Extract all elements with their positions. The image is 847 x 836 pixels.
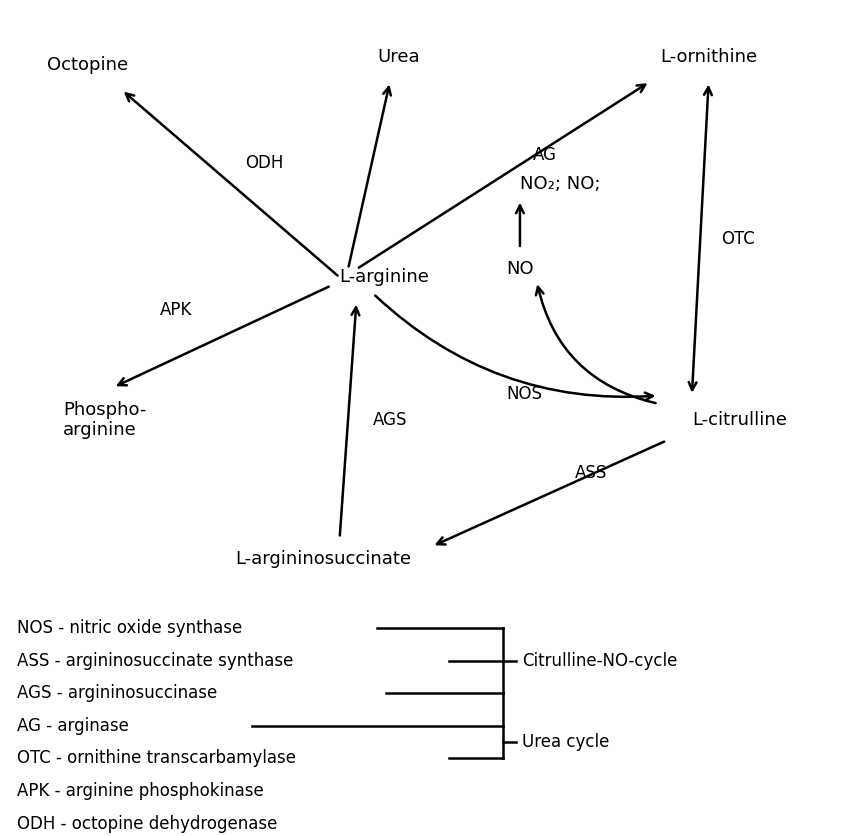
Text: NO: NO bbox=[507, 260, 534, 278]
Text: Phospho-
arginine: Phospho- arginine bbox=[63, 400, 147, 440]
Text: ODH - octopine dehydrogenase: ODH - octopine dehydrogenase bbox=[17, 815, 277, 833]
Text: OTC: OTC bbox=[721, 230, 755, 247]
Text: NO₂; NO;: NO₂; NO; bbox=[520, 175, 601, 192]
FancyArrowPatch shape bbox=[536, 287, 656, 403]
Text: AGS - argininosuccinase: AGS - argininosuccinase bbox=[17, 684, 217, 702]
Text: ASS: ASS bbox=[575, 464, 607, 482]
Text: L-ornithine: L-ornithine bbox=[660, 48, 757, 66]
Text: L-arginine: L-arginine bbox=[340, 268, 429, 287]
Text: AG - arginase: AG - arginase bbox=[17, 716, 129, 735]
Text: AGS: AGS bbox=[373, 411, 407, 429]
Text: Urea cycle: Urea cycle bbox=[523, 733, 610, 752]
Text: Citrulline-NO-cycle: Citrulline-NO-cycle bbox=[523, 651, 678, 670]
Text: NOS - nitric oxide synthase: NOS - nitric oxide synthase bbox=[17, 619, 242, 637]
Text: OTC - ornithine transcarbamylase: OTC - ornithine transcarbamylase bbox=[17, 749, 296, 767]
Text: APK: APK bbox=[160, 301, 192, 319]
Text: L-argininosuccinate: L-argininosuccinate bbox=[235, 550, 411, 568]
Text: NOS: NOS bbox=[507, 385, 542, 403]
Text: ASS - argininosuccinate synthase: ASS - argininosuccinate synthase bbox=[17, 651, 293, 670]
Text: Urea: Urea bbox=[377, 48, 419, 66]
Text: ODH: ODH bbox=[245, 154, 284, 172]
Text: Octopine: Octopine bbox=[47, 56, 129, 74]
FancyArrowPatch shape bbox=[375, 296, 653, 400]
Text: APK - arginine phosphokinase: APK - arginine phosphokinase bbox=[17, 782, 263, 800]
Text: AG: AG bbox=[533, 146, 557, 164]
Text: L-citrulline: L-citrulline bbox=[692, 411, 787, 429]
